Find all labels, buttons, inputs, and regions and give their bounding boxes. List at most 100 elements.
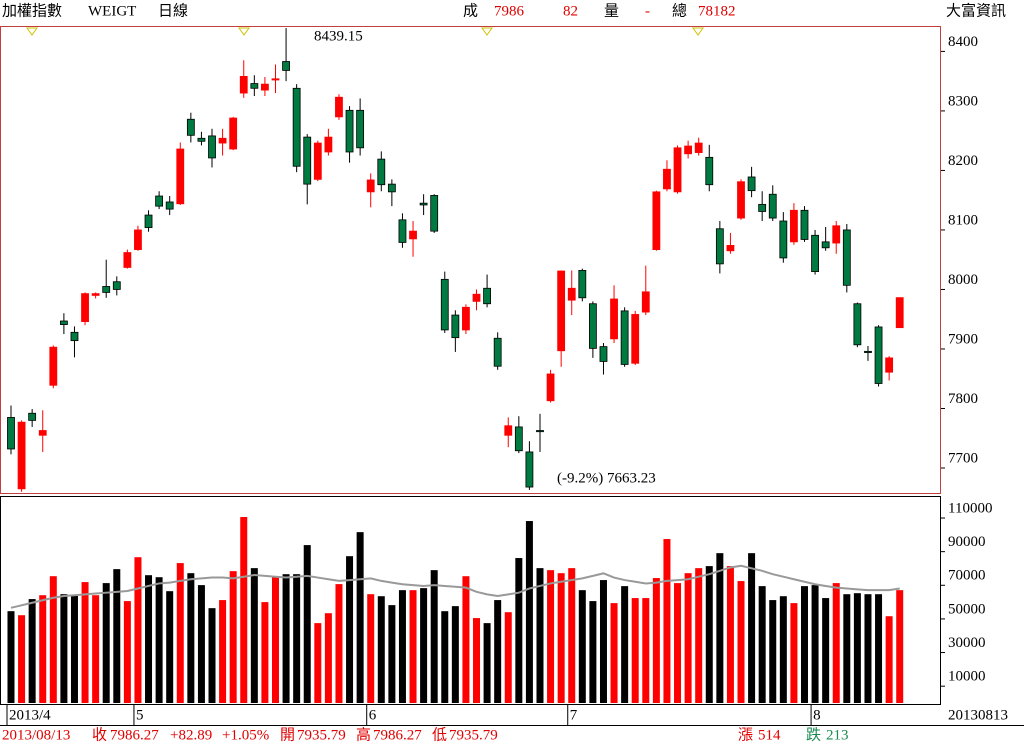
volume-bar [441,611,449,703]
marker [26,27,38,36]
status-low-label: 低 [432,726,447,743]
candle-body [800,209,809,240]
volume-bar [462,576,470,703]
candle-body [726,245,735,252]
volume-bar [377,596,385,703]
candle-body [59,320,68,325]
candle-body [112,281,121,290]
candle-body [578,270,587,299]
volume-bar [39,595,47,703]
volume-bar [293,574,301,703]
candle-body [641,291,650,313]
source: 大富資訊 [946,1,1006,19]
volume-bar [875,594,883,703]
y-tick-label: 90000 [948,534,986,550]
volume-bar [176,563,184,703]
candle-body [28,412,37,421]
y-tick-label: 110000 [948,500,992,516]
candle-body [567,287,576,301]
candle-body [631,314,640,364]
candle-body [599,346,608,362]
status-up-label: 漲 [738,726,753,743]
y-tick-label: 8300 [948,93,978,109]
volume-bar [398,590,406,703]
volume-bar [18,615,26,703]
marker [692,27,704,36]
candle-body [229,117,238,150]
candle-body [144,214,153,228]
candle-body [165,201,174,210]
candle-body [7,417,15,450]
candle-body [536,430,544,433]
status-open: 7935.79 [297,727,346,743]
volume-bar [800,586,808,703]
y-tick-label: 8200 [948,153,978,169]
candle-body [282,61,290,71]
volume-panel [0,496,941,705]
candle-body [779,220,788,259]
candle-body [366,179,375,193]
volume-bar [843,594,851,703]
candle-body [874,326,883,384]
candle-body [768,193,777,219]
candle-body [546,373,555,402]
annotation-low: (-9.2%) 7663.23 [557,470,656,486]
x-tick-label: 8 [813,707,821,723]
volume-bar [134,557,142,703]
y-tick-label: 8000 [948,272,978,288]
volume-bar [684,573,692,703]
candle-body [821,241,830,249]
candle-body [525,451,534,488]
volume-bar [494,600,502,703]
volume-bar [779,596,787,703]
y-tick-label: 7700 [948,450,978,466]
end-date: 20130813 [948,707,1008,723]
volume-bar [769,600,777,703]
candle-body [811,234,819,273]
volume-bar [726,566,734,703]
volume-bar [705,566,713,703]
status-open-label: 開 [280,727,295,743]
candle-body [715,228,724,265]
candle-body [737,181,745,219]
candle-body [451,314,460,339]
candle-body [610,298,618,340]
header-period: 日線 [158,2,188,19]
status-close: 7986.27 [110,727,159,743]
volume-bar [155,577,163,703]
volume-bar [822,598,830,703]
candle-body [292,87,301,167]
annotation-high: 8439.15 [314,28,363,44]
volume-bar [356,532,364,703]
y-tick-label: 7800 [948,391,978,407]
volume-bar [811,585,819,703]
volume-bar [652,578,660,703]
volume-bar [229,571,237,703]
status-down: 213 [826,727,849,743]
candle-body [208,135,216,159]
candle-body [652,191,661,250]
volume-bar [568,568,576,703]
volume-bar [219,600,227,703]
x-tick-label: 2013/4 [9,707,51,723]
y-tick-label: 10000 [948,669,986,685]
candle-body [81,293,89,322]
status-low: 7935.79 [449,727,498,743]
volume-bar [525,521,533,703]
volume-bar [621,586,629,703]
candle-body [504,425,513,436]
volume-bar [70,595,78,703]
marker [481,27,493,36]
status-date: 2013/08/13 [2,727,70,743]
volume-bar [187,573,195,703]
volume-bar [642,598,650,703]
volume-bar [335,584,343,703]
volume-bar [28,599,36,703]
volume-bar [864,594,872,703]
y-tick-label: 30000 [948,635,986,651]
candle-body [303,136,312,185]
volume-bar [557,573,565,703]
candle-body [398,219,407,243]
header-title: 加權指數 [2,2,62,19]
volume-bar [388,605,396,703]
